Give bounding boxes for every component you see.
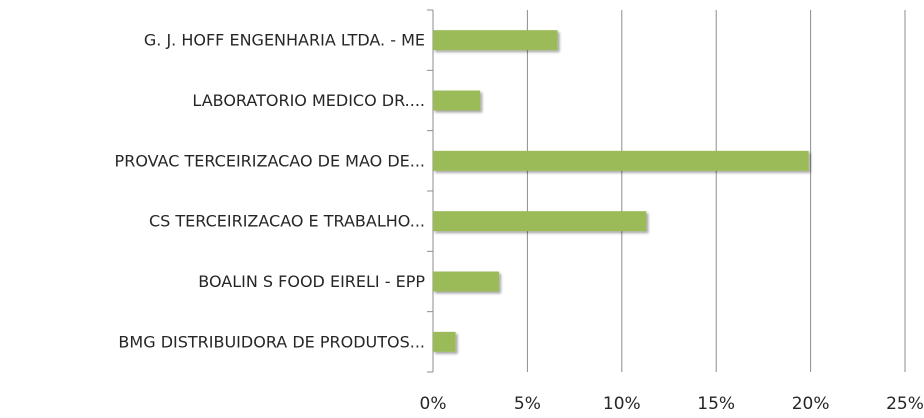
bar bbox=[433, 331, 456, 352]
bar bbox=[433, 90, 481, 111]
category-label: CS TERCEIRIZACAO E TRABALHO... bbox=[149, 212, 425, 231]
bar bbox=[433, 211, 647, 232]
category-label: G. J. HOFF ENGENHARIA LTDA. - ME bbox=[144, 31, 425, 50]
bar bbox=[433, 30, 558, 51]
bar bbox=[433, 271, 500, 292]
x-tick-label: 25% bbox=[886, 394, 924, 414]
category-label: BMG DISTRIBUIDORA DE PRODUTOS... bbox=[118, 332, 425, 351]
x-tick-label: 10% bbox=[603, 394, 641, 414]
x-tick-label: 5% bbox=[514, 394, 541, 414]
category-label: PROVAC TERCEIRIZACAO DE MAO DE... bbox=[115, 151, 425, 170]
x-tick-label: 20% bbox=[792, 394, 830, 414]
x-tick-label: 0% bbox=[420, 394, 447, 414]
category-label: BOALIN S FOOD EIRELI - EPP bbox=[198, 272, 425, 291]
x-tick-label: 15% bbox=[697, 394, 735, 414]
bar bbox=[433, 150, 809, 171]
category-label: LABORATORIO MEDICO DR.... bbox=[192, 91, 425, 110]
